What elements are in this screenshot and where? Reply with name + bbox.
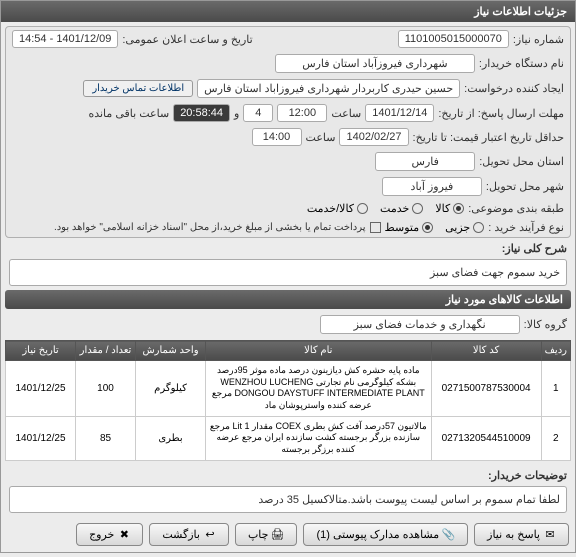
province-value: فارس bbox=[375, 152, 475, 171]
requester-value: حسین حیدری کاربردار شهرداری فیروزاباد اس… bbox=[197, 79, 460, 98]
time-label-2: ساعت bbox=[306, 131, 336, 144]
cell-code: 0271320544510009 bbox=[431, 416, 541, 460]
cell-index: 2 bbox=[541, 416, 570, 460]
table-row: 10271500787530004ماده پایه حشره کش دیازی… bbox=[6, 361, 571, 417]
cell-qty: 100 bbox=[76, 361, 136, 417]
items-table: ردیف کد کالا نام کالا واحد شمارش تعداد /… bbox=[5, 340, 571, 461]
need-number-value: 1101005015000070 bbox=[398, 30, 509, 48]
th-date: تاریخ نیاز bbox=[6, 341, 76, 361]
announce-value: 1401/12/09 - 14:54 bbox=[12, 30, 118, 48]
validity-label: حداقل تاریخ اعتبار قیمت: تا تاریخ: bbox=[413, 131, 564, 144]
print-button[interactable]: 🖨چاپ bbox=[235, 523, 298, 546]
province-label: استان محل تحویل: bbox=[479, 155, 564, 168]
cell-code: 0271500787530004 bbox=[431, 361, 541, 417]
need-number-label: شماره نیاز: bbox=[513, 33, 564, 46]
attachment-icon: 📎 bbox=[443, 528, 455, 540]
duration-value: 4 bbox=[243, 104, 273, 122]
need-title-label: شرح کلی نیاز: bbox=[502, 242, 567, 255]
cell-name: ماده پایه حشره کش دیازینون درصد ماده موث… bbox=[206, 361, 432, 417]
time-label-1: ساعت bbox=[331, 107, 361, 120]
goods-group-label: گروه کالا: bbox=[524, 318, 567, 331]
th-qty: تعداد / مقدار bbox=[76, 341, 136, 361]
buyer-note-box: لطفا تمام سموم بر اساس لیست پیوست باشد.م… bbox=[9, 486, 567, 513]
radio-small[interactable]: جزیی bbox=[445, 221, 484, 234]
cell-unit: کیلوگرم bbox=[136, 361, 206, 417]
cell-date: 1401/12/25 bbox=[6, 361, 76, 417]
purchase-type-label: نوع فرآیند خرید : bbox=[488, 221, 564, 234]
radio-goods[interactable]: کالا bbox=[435, 202, 464, 215]
radio-medium-label: متوسط bbox=[385, 221, 420, 234]
radio-medium-input[interactable] bbox=[422, 222, 433, 233]
countdown-value: 20:58:44 bbox=[173, 104, 230, 122]
radio-both-input[interactable] bbox=[357, 203, 368, 214]
payment-checkbox[interactable] bbox=[370, 222, 381, 233]
announce-label: تاریخ و ساعت اعلان عمومی: bbox=[122, 33, 252, 46]
cell-unit: بطری bbox=[136, 416, 206, 460]
th-name: نام کالا bbox=[206, 341, 432, 361]
window-title: جزئیات اطلاعات نیاز bbox=[1, 1, 575, 22]
cell-date: 1401/12/25 bbox=[6, 416, 76, 460]
th-index: ردیف bbox=[541, 341, 570, 361]
exit-icon: ✖ bbox=[118, 528, 130, 540]
buyer-note-label: توضیحات خریدار: bbox=[488, 469, 567, 482]
category-label: طبقه بندی موضوعی: bbox=[468, 202, 564, 215]
goods-group-value: نگهداری و خدمات فضای سبز bbox=[320, 315, 520, 334]
reply-time-value: 12:00 bbox=[277, 104, 327, 122]
contact-info-button[interactable]: اطلاعات تماس خریدار bbox=[83, 80, 193, 97]
and-label: و bbox=[234, 107, 239, 120]
exit-button-label: خروج bbox=[89, 528, 114, 541]
print-icon: 🖨 bbox=[272, 528, 284, 540]
reply-button-label: پاسخ به نیاز bbox=[487, 528, 540, 541]
back-icon: ↩ bbox=[204, 528, 216, 540]
reply-button[interactable]: ✉ پاسخ به نیاز bbox=[474, 523, 569, 546]
info-panel: شماره نیاز: 1101005015000070 تاریخ و ساع… bbox=[5, 26, 571, 238]
validity-time-value: 14:00 bbox=[252, 128, 302, 146]
need-title-box: خرید سموم جهت فضای سبز bbox=[9, 259, 567, 286]
cell-index: 1 bbox=[541, 361, 570, 417]
print-button-label: چاپ bbox=[248, 528, 269, 541]
attachments-button[interactable]: 📎 مشاهده مدارک پیوستی (1) bbox=[303, 523, 468, 546]
radio-both[interactable]: کالا/خدمت bbox=[307, 202, 368, 215]
buyer-org-value: شهرداری فیروزآباد استان فارس bbox=[275, 54, 475, 73]
back-button[interactable]: ↩ بازگشت bbox=[149, 523, 229, 546]
cell-name: مالاتیون 57درصد آفت کش بطری COEX مقدار L… bbox=[206, 416, 432, 460]
requester-label: ایجاد کننده درخواست: bbox=[464, 82, 564, 95]
th-unit: واحد شمارش bbox=[136, 341, 206, 361]
radio-small-input[interactable] bbox=[473, 222, 484, 233]
radio-medium[interactable]: متوسط bbox=[385, 221, 434, 234]
remaining-label: ساعت باقی مانده bbox=[88, 107, 169, 120]
reply-icon: ✉ bbox=[544, 528, 556, 540]
items-section-title: اطلاعات کالاهای مورد نیاز bbox=[5, 290, 571, 309]
radio-goods-label: کالا bbox=[435, 202, 450, 215]
back-button-label: بازگشت bbox=[162, 528, 200, 541]
buyer-org-label: نام دستگاه خریدار: bbox=[479, 57, 564, 70]
category-radio-group: کالا خدمت کالا/خدمت bbox=[307, 202, 464, 215]
radio-both-label: کالا/خدمت bbox=[307, 202, 354, 215]
city-value: فیروز آباد bbox=[382, 177, 482, 196]
th-code: کد کالا bbox=[431, 341, 541, 361]
cell-qty: 85 bbox=[76, 416, 136, 460]
radio-service[interactable]: خدمت bbox=[380, 202, 423, 215]
attachments-button-label: مشاهده مدارک پیوستی (1) bbox=[316, 528, 439, 541]
radio-service-input[interactable] bbox=[412, 203, 423, 214]
radio-small-label: جزیی bbox=[445, 221, 470, 234]
city-label: شهر محل تحویل: bbox=[486, 180, 564, 193]
validity-date-value: 1402/02/27 bbox=[339, 128, 408, 146]
payment-note: پرداخت تمام یا بخشی از مبلغ خرید،از محل … bbox=[54, 222, 366, 233]
exit-button[interactable]: ✖ خروج bbox=[76, 523, 143, 546]
table-row: 20271320544510009مالاتیون 57درصد آفت کش … bbox=[6, 416, 571, 460]
radio-goods-input[interactable] bbox=[453, 203, 464, 214]
reply-date-value: 1401/12/14 bbox=[365, 104, 434, 122]
purchase-type-radio-group: جزیی متوسط bbox=[385, 221, 485, 234]
radio-service-label: خدمت bbox=[380, 202, 409, 215]
reply-deadline-label: مهلت ارسال پاسخ: از تاریخ: bbox=[438, 107, 564, 120]
main-container: جزئیات اطلاعات نیاز شماره نیاز: 11010050… bbox=[0, 0, 576, 553]
footer-buttons: ✉ پاسخ به نیاز 📎 مشاهده مدارک پیوستی (1) 🖨… bbox=[1, 517, 575, 552]
table-header-row: ردیف کد کالا نام کالا واحد شمارش تعداد /… bbox=[6, 341, 571, 361]
